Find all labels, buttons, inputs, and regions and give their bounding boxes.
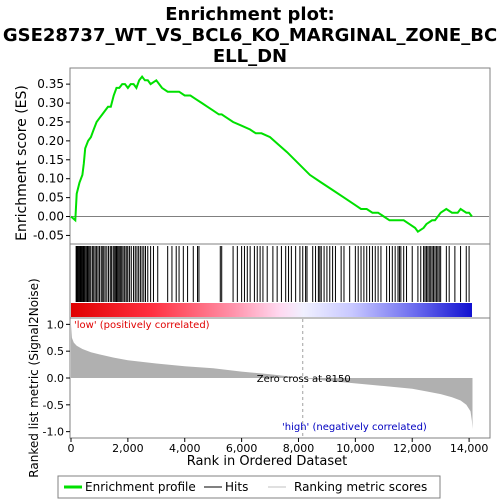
es-y-tick-label: 0.00 — [37, 210, 64, 224]
x-tick-label: 4,000 — [169, 442, 201, 455]
metric-y-tick-label: 0.5 — [47, 345, 65, 358]
zero-cross-label: Zero cross at 8150 — [257, 374, 351, 385]
legend-label-enrichment: Enrichment profile — [85, 480, 196, 494]
metric-y-tick-label: 1.0 — [47, 318, 65, 331]
x-tick-label: 10,000 — [336, 442, 375, 455]
metric-panel: -1.0 -0.5 0.0 0.5 1.0 Zero cross at 8150 'lo… — [27, 278, 491, 478]
es-y-tick-label: 0.35 — [37, 77, 64, 91]
x-tick-label: 14,000 — [450, 442, 489, 455]
es-y-tick-label: 0.15 — [37, 153, 64, 167]
hits-marks — [75, 246, 470, 302]
enrichment-profile-line — [70, 74, 473, 234]
x-tick-label: 8,000 — [283, 442, 315, 455]
es-y-tick-label: 0.05 — [37, 191, 64, 205]
title-line-2: GSE28737_WT_VS_BCL6_KO_MARGINAL_ZONE_BC — [3, 25, 497, 46]
x-axis-label: Rank in Ordered Dataset — [187, 454, 348, 469]
x-tick-label: 0 — [68, 442, 75, 455]
legend: Enrichment profile Hits Ranking metric s… — [57, 475, 441, 499]
es-y-tick-label: -0.05 — [33, 228, 64, 242]
es-y-tick-label: 0.10 — [37, 172, 64, 186]
legend-frame — [57, 475, 441, 499]
metric-y-axis: -1.0 -0.5 0.0 0.5 1.0 — [43, 318, 70, 439]
title-line-1: Enrichment plot: — [165, 4, 335, 25]
es-y-tick-label: 0.25 — [37, 115, 64, 129]
hits-panel — [69, 243, 491, 319]
chart-title: Enrichment plot: GSE28737_WT_VS_BCL6_KO_… — [3, 4, 497, 67]
metric-y-tick-label: -1.0 — [43, 426, 64, 439]
es-y-tick-label: 0.30 — [37, 96, 64, 110]
title-line-3: ELL_DN — [213, 46, 287, 67]
es-y-axis-label: Enrichment score (ES) — [14, 85, 30, 241]
es-panel: -0.05 0.00 0.05 0.10 0.15 0.20 0.25 0.30 0.35 En… — [14, 67, 491, 245]
x-axis: 0 2,000 4,000 6,000 8,000 10,000 12,000 14,000 — [68, 438, 489, 455]
x-tick-label: 6,000 — [226, 442, 258, 455]
legend-label-metric: Ranking metric scores — [294, 480, 427, 494]
x-tick-label: 12,000 — [393, 442, 432, 455]
rank-heatmap-bar — [71, 303, 472, 317]
metric-y-tick-label: 0.0 — [47, 372, 65, 385]
es-y-axis: -0.05 0.00 0.05 0.10 0.15 0.20 0.25 0.30 0.35 — [33, 77, 70, 242]
high-label: 'high' (negatively correlated) — [282, 422, 427, 433]
low-label: 'low' (positively correlated) — [74, 320, 210, 331]
legend-label-hits: Hits — [225, 480, 248, 494]
es-y-tick-label: 0.20 — [37, 134, 64, 148]
metric-y-axis-label: Ranked list metric (Signal2Noise) — [27, 278, 41, 477]
ranking-metric-area — [71, 324, 473, 429]
x-tick-label: 2,000 — [112, 442, 144, 455]
metric-y-tick-label: -0.5 — [43, 399, 64, 412]
es-panel-frame — [69, 67, 491, 245]
